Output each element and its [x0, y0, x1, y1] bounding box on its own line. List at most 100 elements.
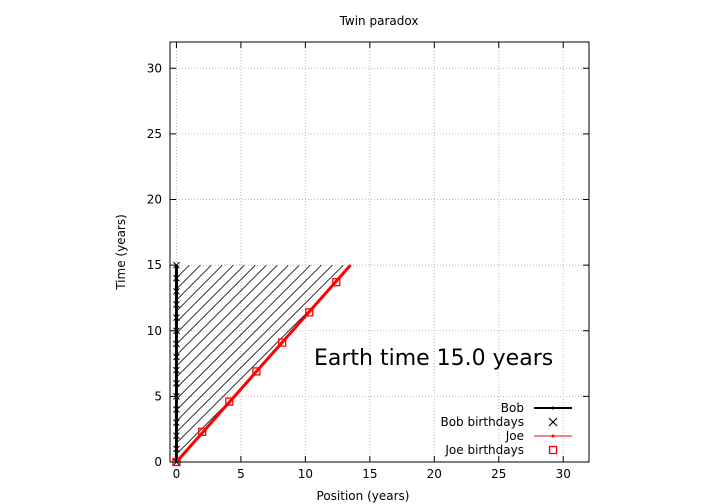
hatch-line	[642, 265, 720, 462]
hatch-line	[176, 265, 223, 462]
bob-birthday-marker	[173, 445, 180, 453]
hatch-line	[176, 265, 289, 462]
x-tick-label: 0	[173, 467, 181, 481]
hatch-line	[0, 265, 46, 462]
hatch-line	[0, 265, 134, 462]
bob-birthday-marker	[173, 288, 180, 295]
hatch-line	[176, 265, 267, 462]
hatch-line	[587, 265, 720, 462]
y-tick-label: 10	[147, 324, 162, 338]
marker-stroke	[173, 274, 180, 282]
hatch-line	[176, 265, 322, 462]
chart-title: Twin paradox	[339, 14, 419, 28]
joe-birthday-marker	[278, 338, 287, 347]
hatch-line	[697, 265, 720, 462]
y-tick-label: 5	[154, 389, 162, 403]
y-tick-label: 20	[147, 193, 162, 207]
hatch-line	[554, 265, 720, 462]
hatch-line	[176, 265, 190, 462]
hatch-line	[176, 265, 179, 462]
legend-label: Joe	[505, 429, 524, 443]
hatch-line	[576, 265, 720, 462]
hatch-line	[0, 265, 13, 462]
hatch-line	[176, 265, 201, 462]
joe-birthday-marker	[225, 397, 234, 406]
x-axis-label: Position (years)	[317, 489, 410, 503]
hatch-line	[708, 265, 720, 462]
bob-birthday-marker	[173, 340, 180, 348]
marker-stroke	[173, 406, 180, 413]
marker-stroke	[173, 366, 180, 374]
hatch-line	[609, 265, 720, 462]
legend-swatch-x	[548, 417, 558, 427]
bob-birthday-marker	[173, 379, 180, 387]
hatch-line	[675, 265, 720, 462]
legend-label: Bob birthdays	[440, 415, 524, 429]
y-axis-label: Time (years)	[114, 214, 128, 291]
marker-stroke	[173, 419, 180, 426]
plot-frame	[169, 41, 590, 463]
marker-stroke	[173, 379, 180, 387]
hatch-line	[543, 265, 720, 462]
hatch-line	[664, 265, 720, 462]
hatch-line	[565, 265, 720, 462]
x-tick-label: 25	[491, 467, 506, 481]
legend-swatch-dot	[551, 434, 555, 438]
bob-birthday-marker	[173, 406, 180, 413]
marker-stroke	[173, 393, 180, 400]
earth-time-annotation: Earth time 15.0 years	[314, 346, 553, 371]
hatch-line	[176, 265, 256, 462]
x-tick-label: 15	[362, 467, 377, 481]
y-tick-label: 25	[147, 127, 162, 141]
hatch-line	[532, 265, 720, 462]
marker-stroke	[173, 340, 180, 348]
hatch-line	[0, 265, 2, 462]
hatch-line	[176, 265, 300, 462]
series-layer	[172, 261, 352, 467]
joe-birthday-marker	[305, 308, 314, 317]
bob-birthday-marker	[173, 274, 180, 282]
hatch-line	[0, 265, 24, 462]
hatch-line	[0, 265, 90, 462]
y-tick-label: 0	[154, 455, 162, 469]
hatch-line	[653, 265, 720, 462]
marker-stroke	[173, 288, 180, 295]
hatch-line	[0, 265, 112, 462]
legend-label: Joe birthdays	[444, 443, 524, 457]
hatch-line	[176, 265, 278, 462]
bob-birthday-marker	[173, 366, 180, 374]
hatch-line	[686, 265, 720, 462]
legend-label: Bob	[501, 401, 524, 415]
y-tick-label: 15	[147, 258, 162, 272]
bob-birthday-marker	[173, 301, 180, 308]
hatch-line	[0, 265, 35, 462]
hatch-line	[176, 265, 234, 462]
joe-birthday-marker	[252, 367, 261, 376]
grid	[170, 42, 589, 463]
hatch-line	[0, 265, 167, 462]
x-tick-label: 30	[556, 467, 571, 481]
hatch-line	[176, 265, 212, 462]
bob-birthday-marker	[173, 432, 180, 440]
bob-birthday-marker	[173, 327, 180, 335]
hatch-line	[176, 265, 311, 462]
bob-birthday-marker	[173, 419, 180, 426]
hatch-line	[176, 265, 344, 462]
hatch-line	[631, 265, 720, 462]
legend-swatch-dot	[551, 406, 555, 410]
hatch-line	[0, 265, 145, 462]
hatch-line	[0, 265, 156, 462]
hatch-line	[0, 265, 123, 462]
axis-ticks: 0 5 10 15 20 25 30 0 5 10 15 20 25 30	[147, 42, 589, 481]
joe-birthday-marker	[198, 427, 207, 436]
marker-stroke	[173, 301, 180, 308]
joe-birthday-marker	[332, 278, 341, 287]
legend-swatch-square	[548, 445, 558, 455]
y-tick-label: 30	[147, 61, 162, 75]
bob-birthday-marker	[173, 353, 180, 361]
hatch-line	[0, 265, 79, 462]
hatch-line	[620, 265, 720, 462]
x-tick-label: 5	[237, 467, 245, 481]
hatch-line	[598, 265, 720, 462]
